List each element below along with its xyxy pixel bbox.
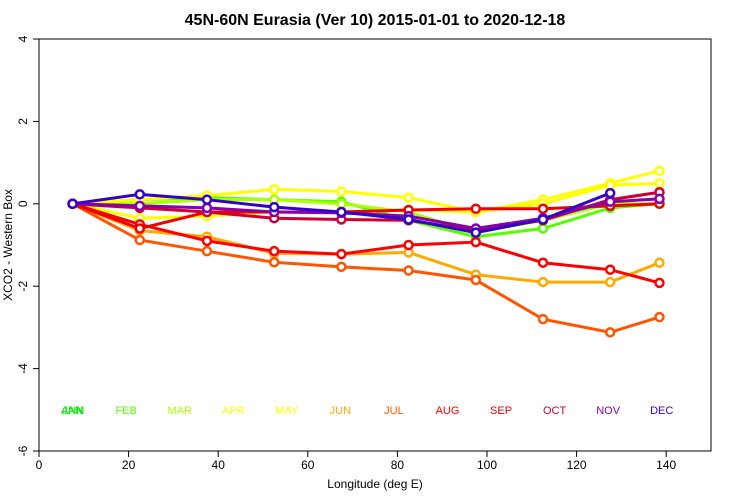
month-label-sep: SEP bbox=[490, 405, 512, 417]
y-tick-label: 4 bbox=[16, 35, 30, 42]
month-label-dec: DEC bbox=[650, 405, 673, 417]
x-tick-label: 140 bbox=[656, 458, 676, 472]
data-point-sep bbox=[537, 203, 549, 214]
series-dec bbox=[67, 187, 616, 238]
data-point-dec bbox=[470, 227, 482, 238]
month-label-oct: OCT bbox=[543, 405, 567, 417]
month-label-jan: JAN bbox=[62, 405, 83, 417]
x-tick-label: 120 bbox=[567, 458, 587, 472]
x-axis: 0 20 40 60 80 100 120 140 bbox=[36, 451, 677, 472]
data-point-jul bbox=[654, 311, 665, 323]
y-axis-label: XCO2 - Western Box bbox=[1, 189, 15, 301]
data-point-aug bbox=[268, 245, 280, 257]
data-point-jun bbox=[604, 276, 616, 288]
month-label-apr: APR bbox=[222, 405, 245, 417]
data-point-jul bbox=[403, 265, 414, 276]
x-tick-label: 80 bbox=[391, 458, 405, 472]
month-label-ann: ANN bbox=[61, 405, 84, 417]
data-point-dec bbox=[268, 201, 280, 213]
series-layer bbox=[67, 165, 665, 338]
month-label-feb: FEB bbox=[115, 405, 136, 417]
data-point-apr bbox=[336, 186, 347, 197]
data-point-dec bbox=[201, 194, 213, 205]
data-point-jul bbox=[537, 313, 549, 325]
data-point-jul bbox=[268, 257, 280, 268]
data-point-jul bbox=[336, 261, 347, 273]
y-tick-label: -2 bbox=[16, 281, 30, 292]
data-point-aug bbox=[201, 235, 213, 247]
x-tick-label: 60 bbox=[301, 458, 315, 472]
data-point-apr bbox=[403, 192, 414, 203]
y-tick-label: -4 bbox=[16, 363, 30, 374]
data-point-dec bbox=[604, 187, 616, 199]
data-point-sep bbox=[134, 223, 146, 234]
data-point-jun bbox=[537, 276, 549, 288]
data-point-nov bbox=[604, 196, 616, 207]
data-point-jul bbox=[134, 234, 146, 246]
x-tick-label: 100 bbox=[477, 458, 497, 472]
data-point-dec bbox=[336, 206, 347, 218]
x-tick-label: 0 bbox=[36, 458, 43, 472]
month-label-mar: MAR bbox=[167, 405, 192, 417]
data-point-apr bbox=[268, 184, 280, 195]
data-point-may bbox=[654, 177, 665, 189]
data-point-dec bbox=[403, 214, 414, 225]
y-tick-label: -6 bbox=[16, 445, 30, 456]
plot-frame bbox=[38, 38, 712, 452]
data-point-nov bbox=[201, 202, 213, 214]
month-label-jun: JUN bbox=[330, 405, 351, 417]
x-tick-label: 40 bbox=[212, 458, 226, 472]
data-point-aug bbox=[470, 236, 482, 248]
data-point-nov bbox=[654, 193, 665, 205]
series-aug bbox=[67, 198, 665, 289]
month-label-nov: NOV bbox=[596, 405, 621, 417]
y-tick-label: 2 bbox=[16, 118, 30, 125]
month-label-may: MAY bbox=[275, 405, 299, 417]
data-point-jul bbox=[604, 327, 616, 338]
data-point-aug bbox=[604, 264, 616, 275]
data-point-dec bbox=[134, 189, 146, 200]
data-point-aug bbox=[403, 239, 414, 251]
x-axis-label: Longitude (deg E) bbox=[327, 477, 422, 491]
data-point-dec bbox=[537, 214, 549, 225]
chart-title: 45N-60N Eurasia (Ver 10) 2015-01-01 to 2… bbox=[185, 12, 566, 29]
series-line-aug bbox=[72, 202, 660, 285]
series-line-mar bbox=[72, 198, 660, 235]
data-point-aug bbox=[537, 257, 549, 268]
data-point-jun bbox=[654, 257, 665, 268]
data-point-sep bbox=[470, 203, 482, 214]
data-point-mar bbox=[336, 198, 347, 210]
y-tick-label: 0 bbox=[16, 200, 30, 207]
series-line-jul bbox=[71, 202, 660, 334]
data-point-jul bbox=[201, 245, 213, 257]
data-point-aug bbox=[336, 248, 347, 260]
data-point-aug bbox=[654, 277, 665, 289]
x-tick-label: 20 bbox=[122, 458, 136, 472]
data-point-feb bbox=[537, 223, 549, 234]
data-point-nov bbox=[134, 200, 146, 212]
data-point-jul bbox=[470, 274, 482, 286]
y-axis: -6 -4 -2 0 2 4 bbox=[16, 35, 39, 456]
data-point-dec bbox=[67, 198, 78, 210]
data-point-apr bbox=[654, 165, 665, 177]
month-label-aug: AUG bbox=[436, 405, 460, 417]
month-label-jul: JUL bbox=[384, 405, 404, 417]
